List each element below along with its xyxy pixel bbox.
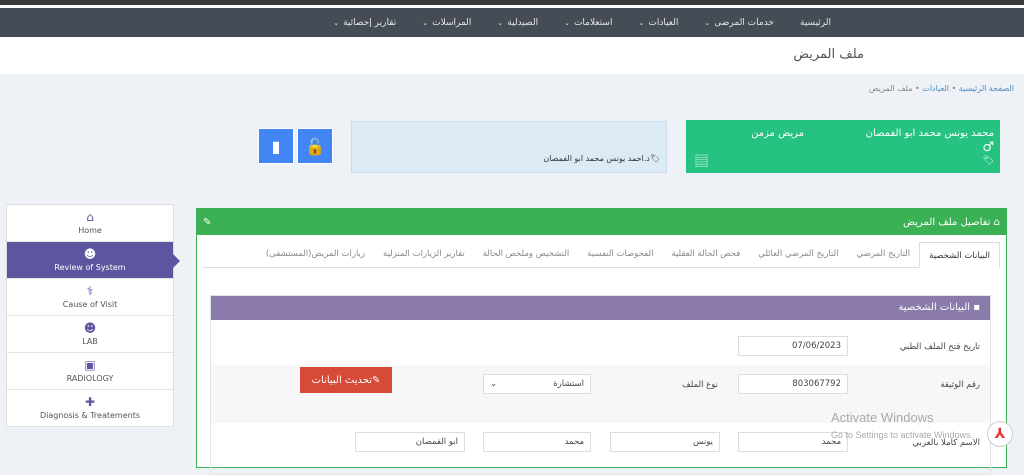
- wrench-icon[interactable]: ✎: [203, 216, 212, 228]
- main-nav: الرئيسية خدمات المرضى⌄ العيادات⌄ استعلامات⌄…: [0, 8, 1024, 37]
- image-icon: ▣: [84, 358, 96, 372]
- breadcrumb-home[interactable]: الصفحة الرئيسية: [958, 84, 1014, 93]
- stethoscope-icon: ⚕: [86, 284, 94, 298]
- tag-icon: 🏷: [649, 154, 660, 163]
- unlock-button[interactable]: 🔓: [297, 128, 333, 164]
- chevron-down-icon: ⌄: [422, 18, 429, 27]
- section-title: البيانات الشخصية: [898, 302, 971, 313]
- tab[interactable]: البيانات الشخصية: [919, 242, 1000, 268]
- doc-no-field[interactable]: 803067792: [738, 374, 848, 394]
- nav-item[interactable]: المراسلات⌄: [422, 17, 472, 28]
- section-header: ▪ البيانات الشخصية: [211, 296, 990, 320]
- doc-no-label: رقم الوثيقة: [940, 380, 980, 390]
- nav-item[interactable]: الصيدلية⌄: [497, 17, 539, 28]
- unlock-icon: 🔓: [305, 136, 325, 156]
- tab[interactable]: زيارات المريض(المستشفى): [265, 249, 366, 259]
- medkit-icon: ✚: [84, 395, 96, 409]
- sidebar-item[interactable]: ✚ Diagnosis & Treatements: [7, 390, 173, 427]
- chevron-down-icon: ⌄: [497, 18, 504, 27]
- male-icon: ♂: [982, 140, 994, 155]
- page-header: ملف المريض: [0, 37, 1024, 74]
- father-name-field[interactable]: يونس: [610, 432, 720, 452]
- panel-title: تفاصيل ملف المريض: [902, 216, 991, 228]
- chevron-down-icon: ⌄: [638, 18, 645, 27]
- briefcase-icon: ▪: [970, 302, 980, 313]
- sidebar-item[interactable]: ☻ LAB: [7, 316, 173, 353]
- nav-item[interactable]: استعلامات⌄: [564, 17, 613, 28]
- sidebar-item[interactable]: ⌂ Home: [7, 205, 173, 242]
- breadcrumb-current: ملف المريض: [869, 84, 913, 93]
- chevron-down-icon: ⌄: [564, 18, 570, 27]
- doctor-icon: ☻: [83, 321, 97, 335]
- file-type-label: نوع الملف: [681, 380, 718, 390]
- file-type-select[interactable]: استشارة ⌄: [483, 374, 591, 394]
- nav-item[interactable]: الرئيسية: [800, 17, 831, 28]
- file-type-value: استشارة: [553, 379, 584, 389]
- tabs: البيانات الشخصية التاريخ المرضي التاريخ ال…: [203, 241, 1000, 268]
- activation-watermark: Activate Windows: [831, 410, 934, 425]
- open-date-field[interactable]: 07/06/2023: [738, 336, 848, 356]
- patient-details-panel: ⌂ تفاصيل ملف المريض ✎ البيانات الشخصية ال…: [196, 208, 1007, 475]
- sidebar-item[interactable]: ☻ Review of System: [7, 242, 180, 279]
- update-data-button[interactable]: ✎ تحديث البيانات: [300, 367, 392, 393]
- nav-item[interactable]: العيادات⌄: [638, 17, 679, 28]
- doctor-box: 🏷د.احمد يونس محمد ابو الفمصان: [351, 121, 667, 173]
- sidebar-item[interactable]: ▣ RADIOLOGY: [7, 353, 173, 390]
- chevron-down-icon: ⌄: [490, 379, 498, 389]
- home-icon: ⌂: [86, 210, 94, 224]
- activation-watermark-sub: Go to Settings to activate Windows.: [831, 430, 974, 440]
- breadcrumb: الصفحة الرئيسية • العيادات • ملف المريض: [869, 84, 1014, 93]
- tag-icon: 🏷: [982, 156, 994, 166]
- pdf-icon[interactable]: ⅄: [987, 421, 1013, 447]
- sidebar-item-label: LAB: [82, 337, 98, 346]
- book-icon: ▤: [694, 150, 710, 169]
- chevron-down-icon: ⌄: [704, 18, 711, 27]
- sidebar-item-label: Cause of Visit: [62, 300, 118, 309]
- patient-name: محمد يونس محمد ابو الفمصان: [865, 128, 994, 139]
- top-bar: [0, 0, 1024, 5]
- sidebar: ⌂ Home ☻ Review of System ⚕ Cause of Visit ☻ LA…: [6, 204, 180, 427]
- tab[interactable]: تقارير الزيارات المنزلية: [383, 249, 465, 259]
- tab[interactable]: الفحوصات النفسية: [587, 249, 654, 259]
- doctor-name: د.احمد يونس محمد ابو الفمصان: [543, 154, 650, 163]
- sidebar-item-label: Diagnosis & Treatements: [39, 411, 140, 420]
- document-button[interactable]: ▮: [258, 128, 294, 164]
- full-name-label: الاسم كاملا بالعربي: [912, 438, 980, 448]
- doctor-icon: ☻: [83, 247, 97, 261]
- breadcrumb-clinics[interactable]: العيادات: [922, 84, 949, 93]
- personal-data-section: ▪ البيانات الشخصية تاريخ فتح الملف الطبي…: [210, 295, 991, 475]
- sidebar-item-label: RADIOLOGY: [66, 374, 114, 383]
- sidebar-item-label: Review of System: [54, 263, 126, 272]
- patient-type: مريض مزمن: [751, 128, 804, 139]
- family-name-field[interactable]: ابو الفمصان: [355, 432, 465, 452]
- sidebar-item[interactable]: ⚕ Cause of Visit: [7, 279, 173, 316]
- sidebar-item-label: Home: [78, 226, 102, 235]
- file-icon: ▮: [271, 136, 281, 156]
- page-title: ملف المريض: [793, 47, 864, 62]
- chevron-down-icon: ⌄: [333, 18, 340, 27]
- nav-item[interactable]: خدمات المرضى⌄: [704, 17, 774, 28]
- first-name-field[interactable]: محمد: [738, 432, 848, 452]
- grandfather-name-field[interactable]: محمد: [483, 432, 591, 452]
- tab[interactable]: فحص الحالة العقلية: [671, 249, 741, 259]
- patient-card: محمد يونس محمد ابو الفمصان مريض مزمن ♂ 🏷…: [686, 120, 1000, 173]
- tab[interactable]: التاريخ المرضي العائلي: [758, 249, 839, 259]
- top-strip: [0, 5, 1024, 8]
- panel-header: ⌂ تفاصيل ملف المريض ✎: [197, 209, 1006, 235]
- tab[interactable]: التشخيص وملخص الحالة: [482, 249, 570, 259]
- open-date-label: تاريخ فتح الملف الطبي: [899, 342, 980, 352]
- nav-item[interactable]: تقارير إحصائية⌄: [333, 17, 397, 28]
- edit-icon: ✎: [372, 374, 381, 386]
- tab[interactable]: التاريخ المرضي: [856, 249, 911, 259]
- home-icon: ⌂: [990, 216, 1000, 228]
